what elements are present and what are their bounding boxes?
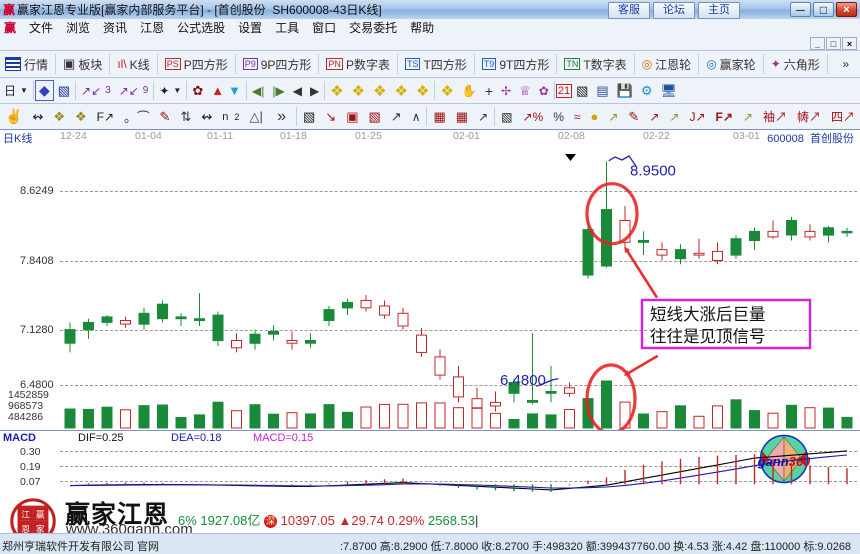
svg-text:6.4800: 6.4800 [500, 372, 546, 389]
svg-text:往往是见顶信号: 往往是见顶信号 [650, 327, 766, 346]
svg-text:短线大涨后巨量: 短线大涨后巨量 [650, 305, 766, 324]
svg-text:8.9500: 8.9500 [630, 162, 676, 179]
svg-text:赢: 赢 [36, 509, 45, 520]
svg-text:江: 江 [21, 510, 30, 520]
